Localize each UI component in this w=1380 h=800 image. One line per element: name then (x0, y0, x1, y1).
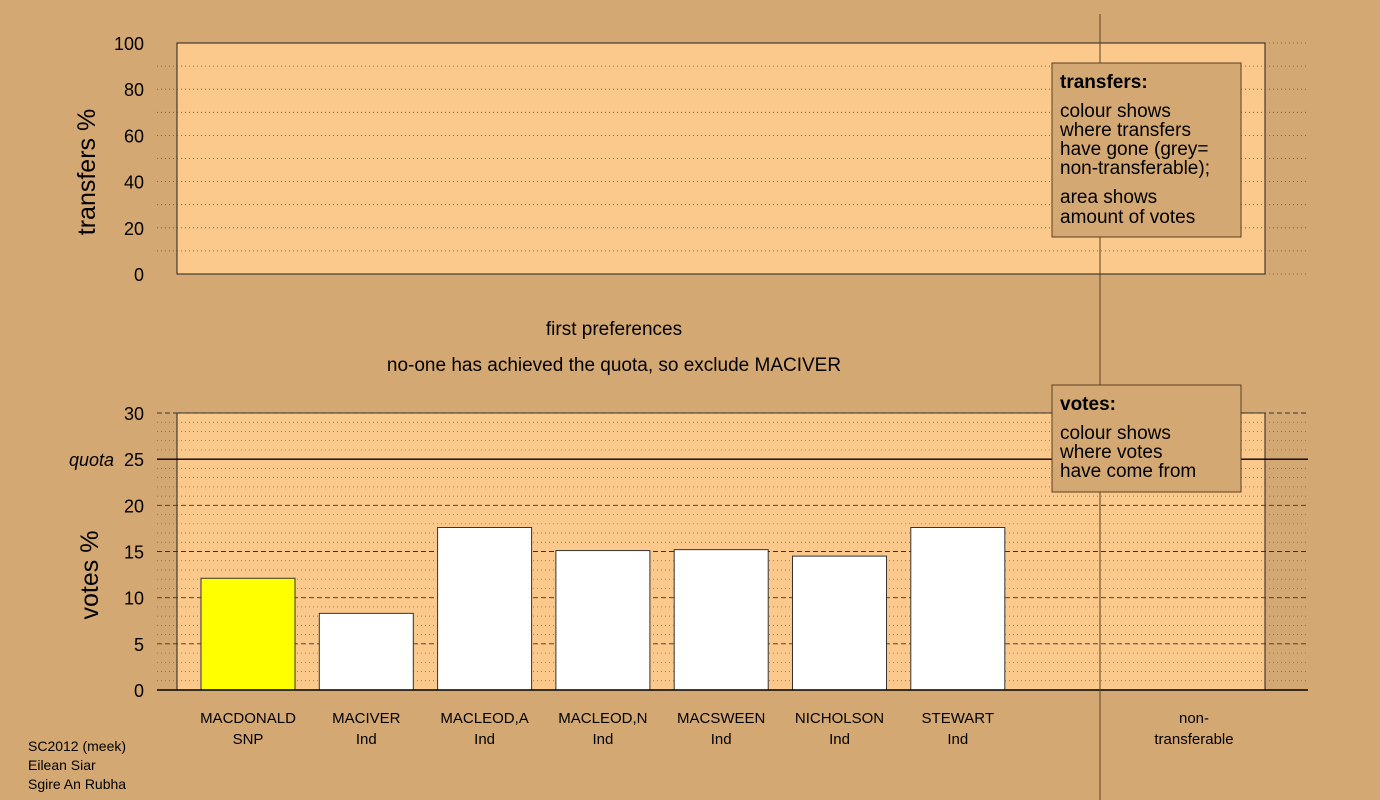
transfers-legend: transfers: colour shows where transfers … (1051, 62, 1242, 238)
quota-label: quota (69, 450, 114, 470)
transfers-tick-labels: 0 20 40 60 80 100 (114, 34, 144, 285)
votes-bars (200, 526, 1006, 691)
votes-axis-title: votes % (76, 531, 104, 620)
votes-legend-title: votes: (1060, 394, 1116, 415)
transfers-axis-title: transfers % (73, 109, 101, 235)
votes-tick-label: 0 (134, 681, 144, 701)
transfers-legend-line: area shows (1060, 187, 1157, 208)
candidate-party: Ind (592, 731, 613, 748)
candidate-name: MACSWEEN (677, 710, 765, 727)
transfers-tick-label: 20 (124, 219, 144, 239)
vote-bar (318, 612, 414, 691)
candidate-party: Ind (947, 731, 968, 748)
nontransferable-label: non- (1179, 710, 1209, 727)
candidate-name: MACLEOD,N (558, 710, 647, 727)
transfers-legend-title: transfers: (1060, 72, 1148, 93)
vote-bar (910, 526, 1006, 691)
transfers-legend-line: amount of votes (1060, 207, 1195, 228)
transfers-legend-line: non-transferable); (1060, 158, 1210, 179)
votes-tick-label: 10 (124, 589, 144, 609)
footer-line: Eilean Siar (28, 757, 96, 773)
vote-bar (555, 550, 651, 691)
votes-legend-box (1051, 384, 1242, 493)
candidate-labels: MACDONALD SNP MACIVER Ind MACLEOD,A Ind MACLEO… (200, 710, 994, 748)
votes-tick-label: 20 (124, 496, 144, 516)
transfers-tick-label: 60 (124, 126, 144, 146)
candidate-name: STEWART (922, 710, 995, 727)
votes-tick-labels: 0 5 10 15 20 25 30 (124, 404, 144, 701)
vote-bar (437, 526, 533, 691)
votes-tick-label: 30 (124, 404, 144, 424)
candidate-party: Ind (711, 731, 732, 748)
votes-legend: votes: colour shows where votes have com… (1051, 384, 1242, 493)
status-heading: no-one has achieved the quota, so exclud… (387, 355, 841, 376)
footer-line: SC2012 (meek) (28, 738, 126, 754)
transfers-legend-line: have gone (grey= (1060, 139, 1208, 160)
candidate-party: SNP (233, 731, 264, 748)
transfers-legend-line: where transfers (1059, 120, 1191, 141)
votes-tick-label: 25 (124, 450, 144, 470)
nontransferable-label-2: transferable (1154, 731, 1233, 748)
candidate-party: Ind (829, 731, 850, 748)
votes-tick-label: 5 (134, 635, 144, 655)
stage-heading: first preferences (546, 319, 682, 340)
votes-legend-line: where votes (1059, 442, 1162, 463)
transfers-tick-label: 40 (124, 173, 144, 193)
candidate-name: MACDONALD (200, 710, 296, 727)
candidate-name: NICHOLSON (795, 710, 884, 727)
candidate-name: MACLEOD,A (440, 710, 528, 727)
candidate-name: MACIVER (332, 710, 401, 727)
footer-line: Sgire An Rubha (28, 776, 126, 792)
transfers-legend-box (1051, 62, 1242, 238)
transfers-legend-line: colour shows (1060, 101, 1171, 122)
vote-bar (200, 577, 296, 691)
candidate-party: Ind (356, 731, 377, 748)
votes-legend-line: colour shows (1060, 423, 1171, 444)
transfers-tick-label: 0 (134, 265, 144, 285)
votes-tick-label: 15 (124, 543, 144, 563)
vote-bar (792, 555, 887, 691)
transfers-tick-label: 80 (124, 80, 144, 100)
candidate-party: Ind (474, 731, 495, 748)
transfers-tick-label: 100 (114, 34, 144, 54)
vote-bar (673, 549, 769, 691)
votes-legend-line: have come from (1060, 461, 1196, 482)
